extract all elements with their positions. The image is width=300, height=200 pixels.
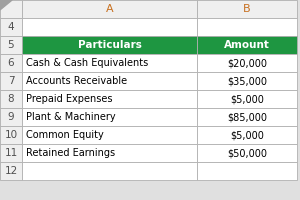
Bar [0, 162, 22, 180]
Text: 5: 5 [8, 40, 14, 50]
Bar [22, 162, 197, 180]
Bar [0, 18, 22, 36]
Bar [22, 144, 197, 162]
Bar [197, 108, 297, 126]
Text: 7: 7 [8, 76, 14, 86]
Text: $85,000: $85,000 [227, 112, 267, 122]
Polygon shape [0, 0, 12, 10]
Text: Prepaid Expenses: Prepaid Expenses [26, 94, 112, 104]
Text: Cash & Cash Equivalents: Cash & Cash Equivalents [26, 58, 148, 68]
Text: Amount: Amount [224, 40, 270, 50]
Bar [0, 0, 22, 18]
Text: Plant & Machinery: Plant & Machinery [26, 112, 116, 122]
Text: $5,000: $5,000 [230, 130, 264, 140]
Text: 8: 8 [8, 94, 14, 104]
Bar [197, 54, 297, 72]
Bar [197, 0, 297, 18]
Text: 10: 10 [4, 130, 18, 140]
Bar [0, 54, 22, 72]
Bar [197, 72, 297, 90]
Bar [0, 90, 22, 108]
Bar [22, 108, 197, 126]
Text: $5,000: $5,000 [230, 94, 264, 104]
Text: Accounts Receivable: Accounts Receivable [26, 76, 127, 86]
Text: A: A [106, 4, 113, 14]
Bar [22, 126, 197, 144]
Bar [0, 126, 22, 144]
Text: 12: 12 [4, 166, 18, 176]
Text: $35,000: $35,000 [227, 76, 267, 86]
Text: B: B [243, 4, 251, 14]
Bar [197, 36, 297, 54]
Text: 6: 6 [8, 58, 14, 68]
Bar [22, 36, 197, 54]
Bar [22, 0, 197, 18]
Bar [22, 18, 197, 36]
Text: 9: 9 [8, 112, 14, 122]
Text: Retained Earnings: Retained Earnings [26, 148, 115, 158]
Text: $20,000: $20,000 [227, 58, 267, 68]
Bar [0, 72, 22, 90]
Bar [0, 144, 22, 162]
Bar [197, 144, 297, 162]
Bar [0, 108, 22, 126]
Text: Particulars: Particulars [78, 40, 141, 50]
Bar [0, 36, 22, 54]
Text: Common Equity: Common Equity [26, 130, 104, 140]
Bar [197, 18, 297, 36]
Text: 4: 4 [8, 22, 14, 32]
Text: $50,000: $50,000 [227, 148, 267, 158]
Bar [22, 54, 197, 72]
Text: 11: 11 [4, 148, 18, 158]
Bar [22, 72, 197, 90]
Bar [22, 90, 197, 108]
Bar [197, 126, 297, 144]
Bar [197, 162, 297, 180]
Bar [197, 90, 297, 108]
